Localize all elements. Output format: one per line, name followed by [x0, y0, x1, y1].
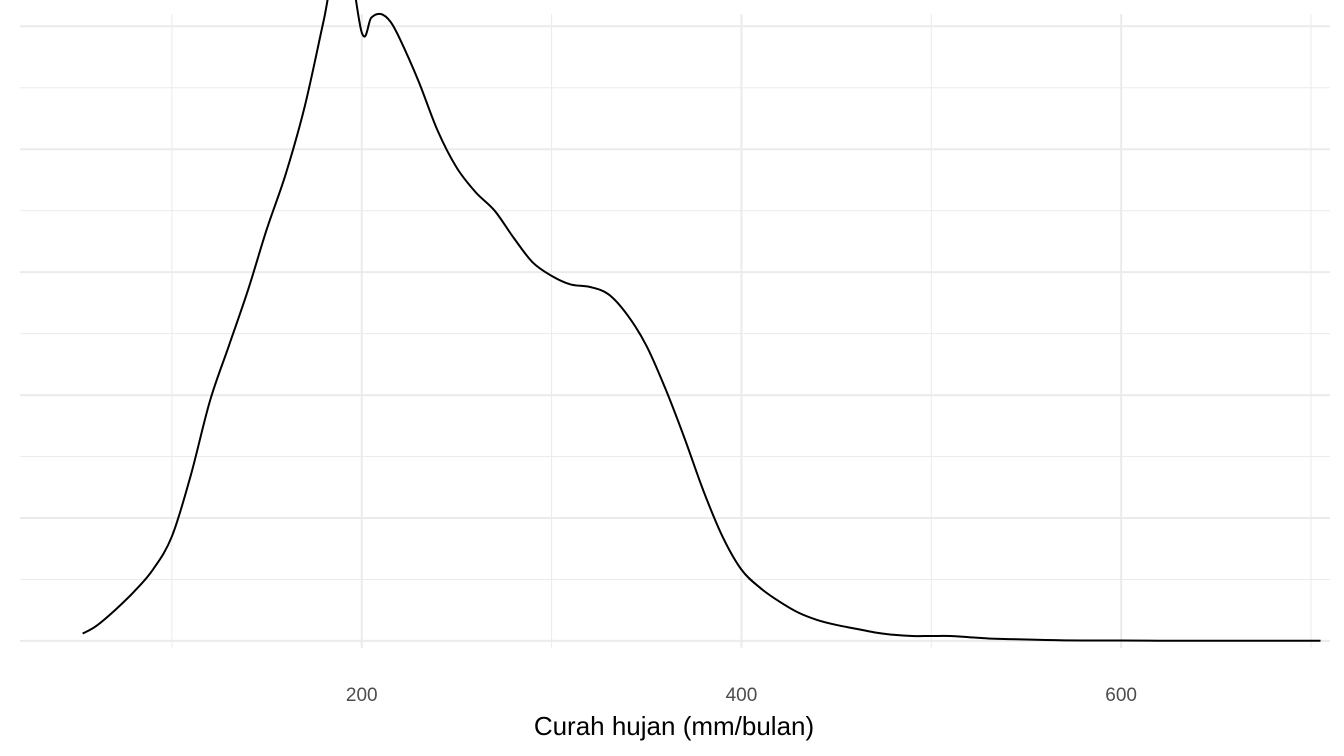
minor-gridlines	[20, 14, 1330, 648]
x-tick-label: 400	[726, 685, 758, 706]
x-axis-tick-labels: 200 400 600	[346, 685, 1137, 706]
density-line	[82, 0, 1321, 642]
x-tick-label: 200	[346, 685, 378, 706]
x-axis-title: Curah hujan (mm/bulan)	[534, 711, 814, 741]
density-series	[82, 0, 1321, 642]
x-tick-label: 600	[1105, 685, 1137, 706]
